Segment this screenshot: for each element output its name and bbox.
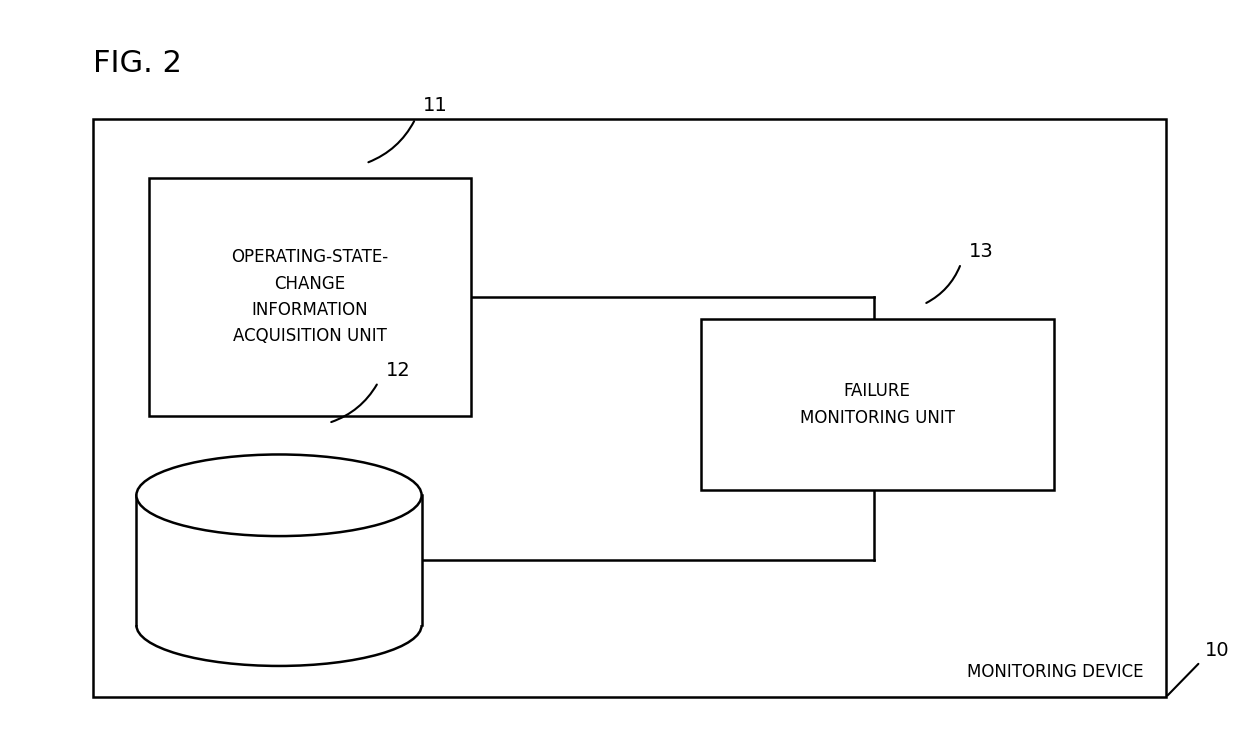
- Text: OPERATING-STATE-
CHANGE
INFORMATION
ACQUISITION UNIT: OPERATING-STATE- CHANGE INFORMATION ACQU…: [232, 249, 388, 345]
- Ellipse shape: [136, 454, 422, 536]
- Text: 11: 11: [423, 96, 448, 115]
- Text: 10: 10: [1205, 641, 1230, 660]
- Text: MONITORING DEVICE: MONITORING DEVICE: [967, 663, 1143, 681]
- Bar: [701, 319, 1054, 490]
- Bar: [136, 496, 422, 625]
- Text: FIG. 2: FIG. 2: [93, 49, 182, 78]
- Text: FAILURE
MONITORING UNIT: FAILURE MONITORING UNIT: [800, 382, 955, 427]
- Text: STANDARD
TRANSITION PATTERN
STORAGE UNIT: STANDARD TRANSITION PATTERN STORAGE UNIT: [196, 548, 362, 604]
- Text: 13: 13: [968, 242, 993, 261]
- Bar: [93, 119, 1166, 697]
- Text: 12: 12: [386, 361, 410, 380]
- Bar: [149, 178, 471, 416]
